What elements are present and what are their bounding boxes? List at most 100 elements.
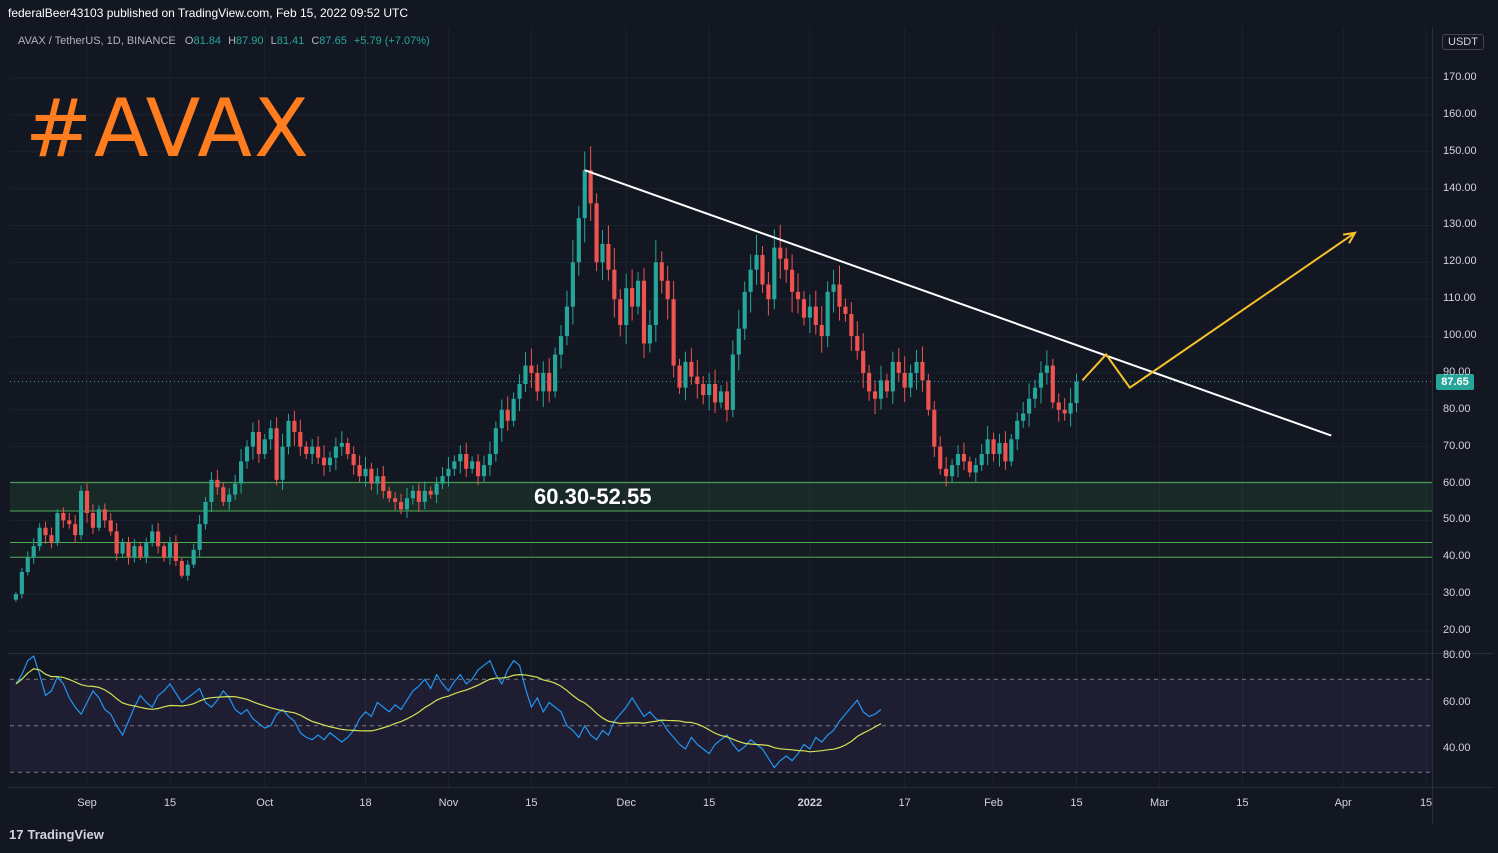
candle-body <box>849 313 854 337</box>
high-label: H <box>228 35 237 47</box>
candle-body <box>641 280 647 344</box>
projection-arrowhead <box>1342 231 1357 244</box>
candle-body <box>677 365 682 388</box>
price-tick-label: 130.00 <box>1443 218 1477 231</box>
candle-body <box>701 383 706 396</box>
price-tick-label: 170.00 <box>1443 71 1477 83</box>
candle-body <box>813 306 818 326</box>
candle-body <box>250 431 255 447</box>
candle-body <box>1009 439 1014 462</box>
candle-body <box>108 520 113 532</box>
time-tick-label: 15 <box>1419 797 1433 809</box>
candle-body <box>1062 409 1067 414</box>
candle-body <box>227 494 232 502</box>
candle-body <box>748 269 753 292</box>
price-tick-label: 40.00 <box>1443 550 1471 563</box>
candle-body <box>671 299 676 366</box>
candle-body <box>90 513 96 528</box>
candle-body <box>837 284 842 307</box>
candle-body <box>310 446 315 455</box>
candle-body <box>120 542 125 554</box>
candle-body <box>570 262 575 307</box>
time-tick-label: Feb <box>984 797 1004 809</box>
candle-body <box>861 350 866 373</box>
candle-body <box>286 420 291 447</box>
candle-body <box>79 490 84 536</box>
candle-body <box>1050 365 1055 403</box>
candle-body <box>535 372 540 392</box>
candle-body <box>647 325 652 344</box>
support-zone-fill <box>10 542 1432 558</box>
tradingview-logo[interactable]: 17 TradingView <box>9 827 104 842</box>
candle-body <box>150 531 155 543</box>
candle-body <box>659 262 664 281</box>
candle-body <box>185 564 190 576</box>
chart-frame <box>7 27 1493 824</box>
candle-body <box>630 288 635 307</box>
candle-body <box>84 490 90 514</box>
candle-body <box>683 361 688 388</box>
candle-body <box>926 380 931 410</box>
candle-body <box>138 546 143 558</box>
candle-body <box>1056 402 1061 410</box>
candle-body <box>653 262 658 326</box>
candle-body <box>357 465 362 477</box>
chart-title-annotation: #AVAX <box>25 82 311 175</box>
price-tick-label: 90.00 <box>1443 365 1471 378</box>
symbol-name[interactable]: AVAX / TetherUS, 1D, BINANCE <box>18 35 176 47</box>
price-tick-label: 140.00 <box>1443 181 1477 194</box>
candle-body <box>635 280 641 307</box>
candle-body <box>298 431 303 447</box>
close-value: 87.65 <box>319 35 347 47</box>
time-tick-label: Nov <box>438 797 459 809</box>
candle-body <box>345 442 350 455</box>
support-zone-fill <box>10 482 1432 511</box>
candle-body <box>884 380 889 392</box>
candle-body <box>760 254 765 285</box>
candle-body <box>938 446 943 469</box>
price-tick-label: 120.00 <box>1443 255 1477 268</box>
candle-body <box>742 291 747 329</box>
candle-body <box>890 361 895 392</box>
candle-body <box>1027 398 1032 414</box>
candle-body <box>203 501 208 525</box>
candle-body <box>843 306 848 314</box>
currency-badge[interactable]: USDT <box>1442 34 1484 50</box>
candle-body <box>25 557 30 573</box>
candle-body <box>707 383 712 396</box>
price-tick-label: 20.00 <box>1443 624 1471 636</box>
candle-body <box>422 490 427 502</box>
price-tick-label: 100.00 <box>1443 329 1477 342</box>
candle-body <box>1044 365 1049 373</box>
candle-body <box>96 509 101 528</box>
candle-body <box>393 498 398 502</box>
candle-body <box>612 269 617 300</box>
candle-body <box>333 446 338 458</box>
rsi-line <box>15 654 882 769</box>
candle-body <box>961 454 966 462</box>
candle-body <box>244 446 250 462</box>
candle-body <box>689 361 694 377</box>
candle-body <box>387 490 392 499</box>
candle-body <box>979 454 984 466</box>
candle-body <box>410 490 415 499</box>
candle-body <box>404 498 410 510</box>
candle-body <box>618 299 623 326</box>
price-tick-label: 110.00 <box>1443 292 1476 305</box>
candle-body <box>321 457 327 466</box>
chart-canvas[interactable] <box>7 27 1493 824</box>
candle-body <box>807 306 812 318</box>
symbol-legend[interactable]: AVAX / TetherUS, 1D, BINANCE O81.84 H87.… <box>18 35 430 47</box>
candle-body <box>908 372 913 388</box>
rsi-tick-label: 60.00 <box>1443 695 1471 708</box>
time-tick-label: Apr <box>1334 797 1352 809</box>
rsi-tick-label: 40.00 <box>1443 742 1471 754</box>
candle-body <box>215 479 220 488</box>
candle-body <box>819 325 824 337</box>
candle-body <box>967 461 972 473</box>
candle-body <box>470 461 475 469</box>
candle-body <box>339 442 344 447</box>
candle-body <box>778 247 783 259</box>
candle-body <box>499 409 504 429</box>
candle-body <box>991 439 996 455</box>
